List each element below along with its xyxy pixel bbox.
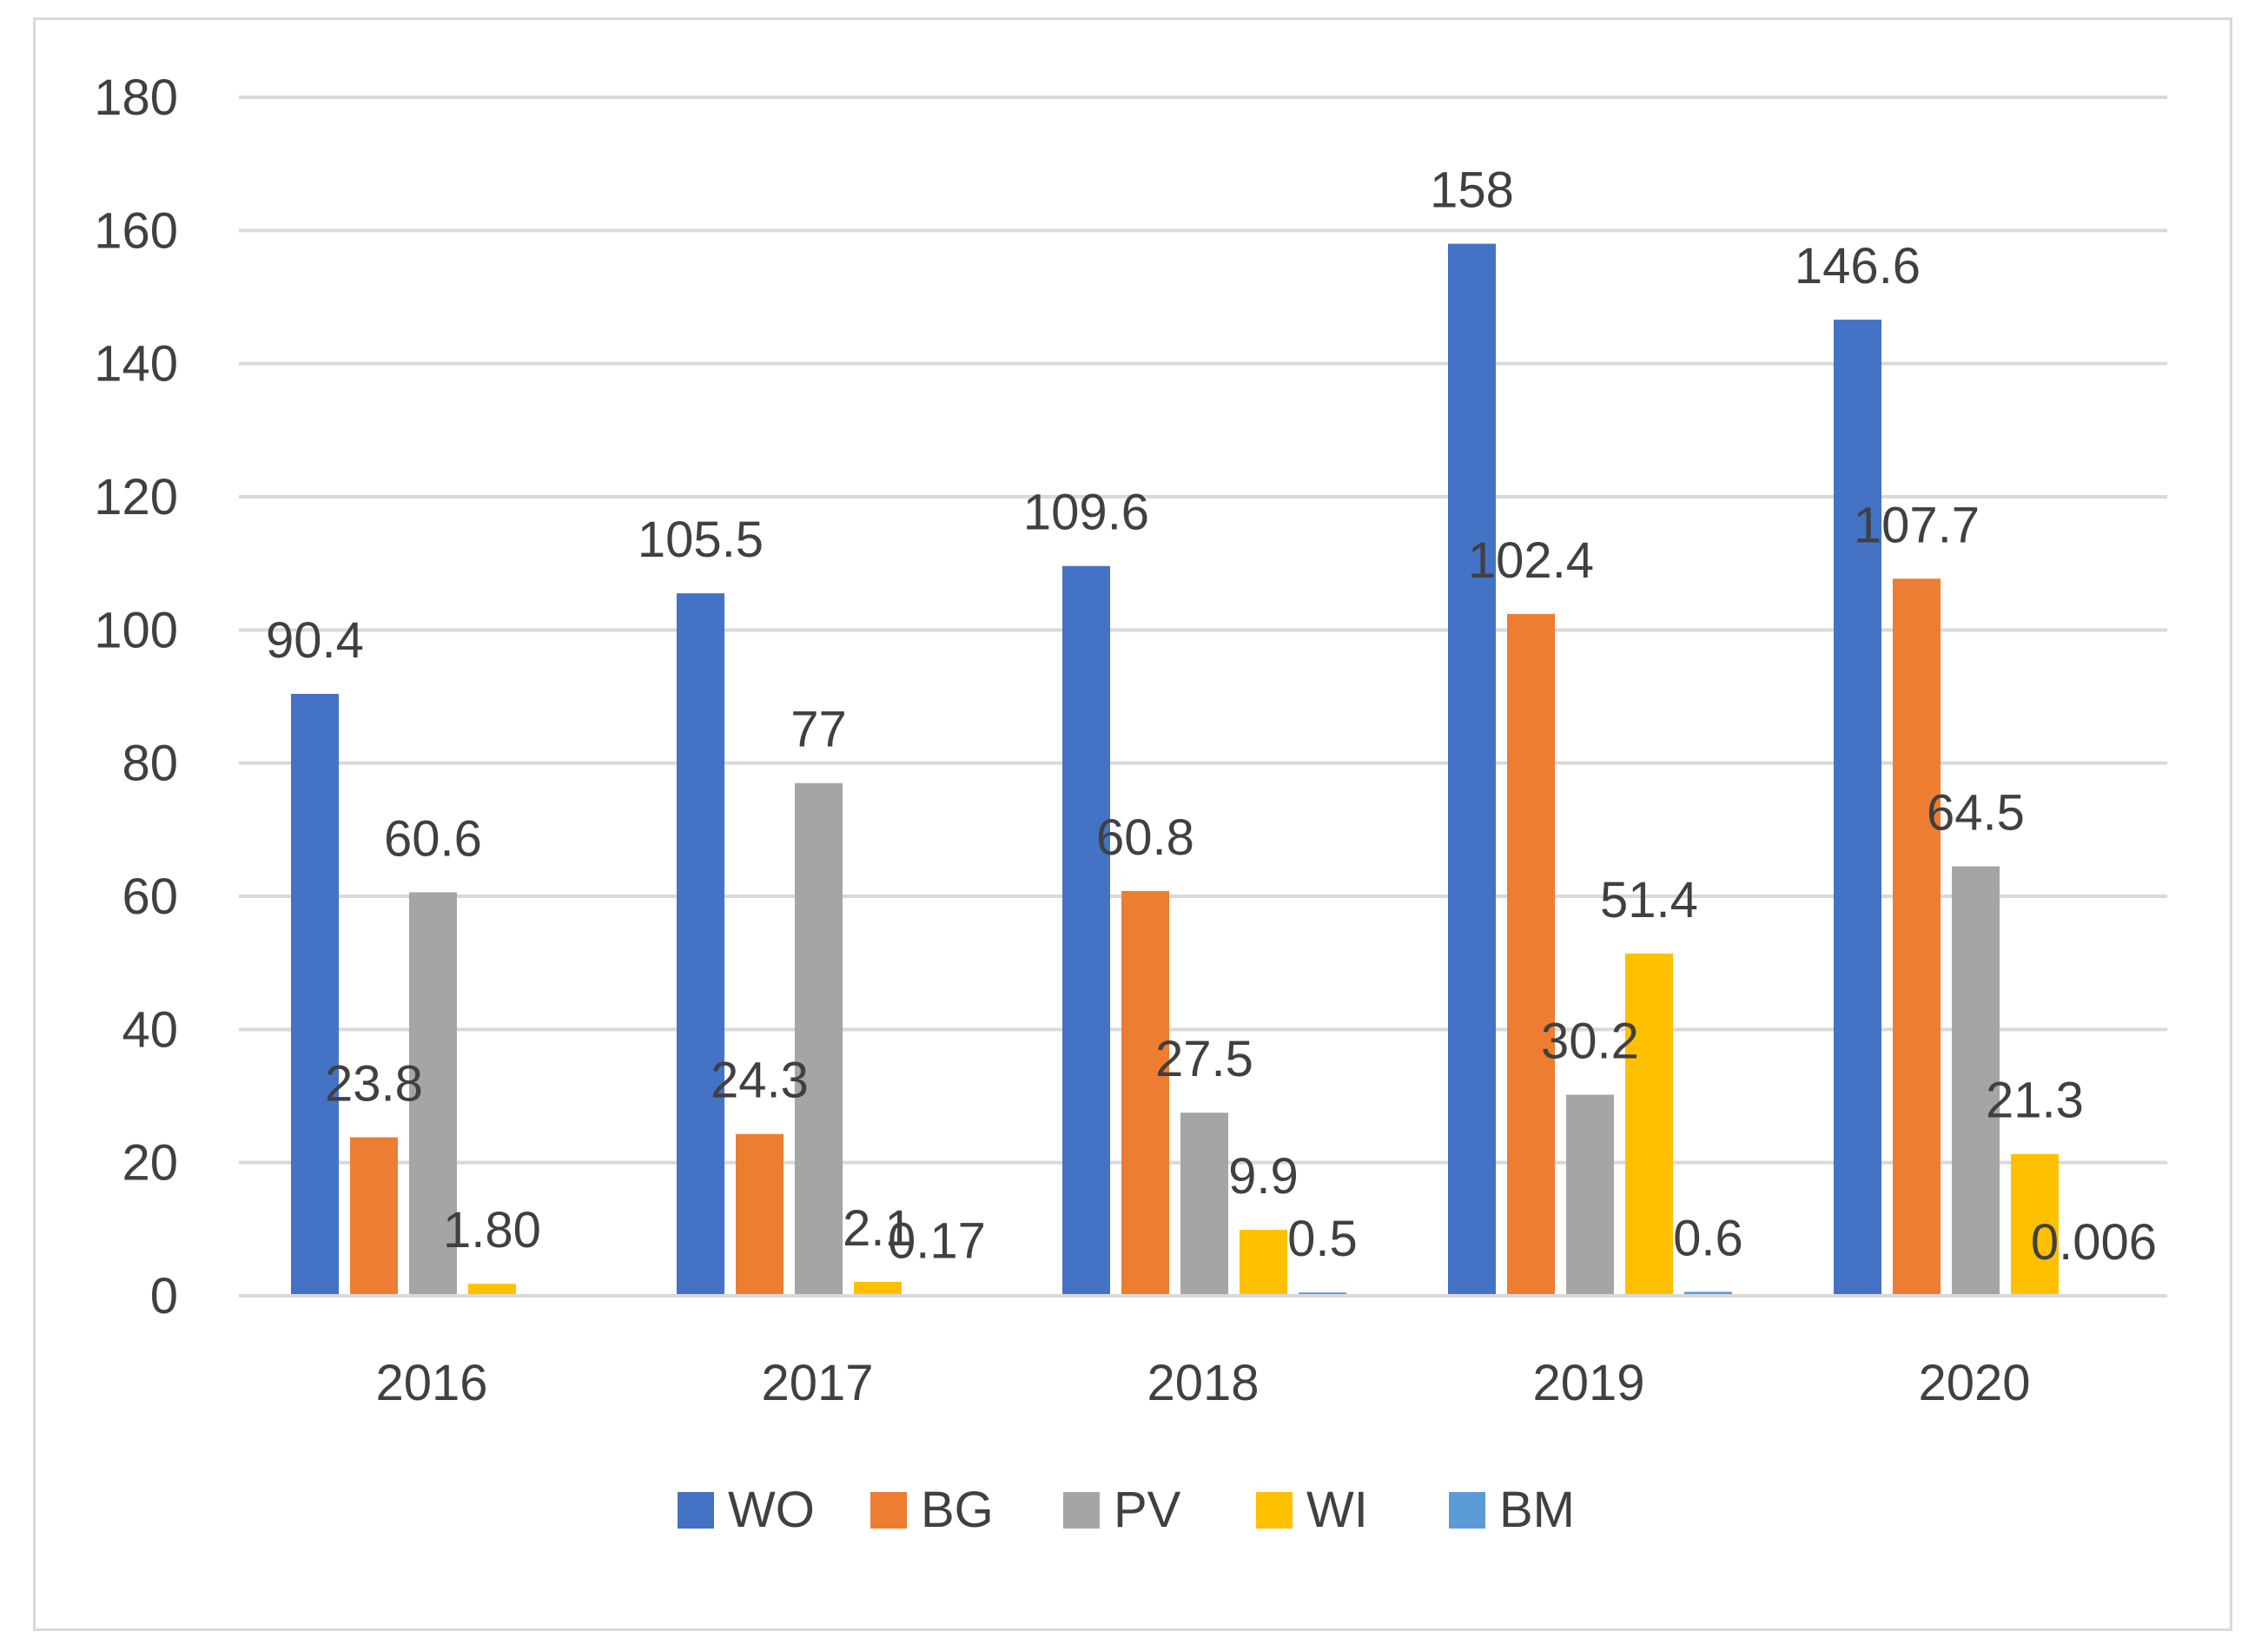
y-tick-label: 60: [122, 868, 178, 925]
bar-bg-2019: [1507, 613, 1555, 1296]
y-tick-label: 40: [122, 1001, 178, 1058]
y-tick-label: 80: [122, 736, 178, 792]
data-label-wi-2017: 2.1: [843, 1200, 913, 1257]
data-label-pv-2019: 30.2: [1541, 1013, 1639, 1069]
legend-swatch-bg: [870, 1492, 907, 1529]
y-tick-label: 120: [94, 469, 178, 525]
data-labels: 90.4 23.8 60.6 1.80 105.5 24.3 77 2.10.17 109.6 6…: [266, 162, 2157, 1271]
data-label-wi-2018: 9.9: [1228, 1148, 1299, 1205]
bar-wi-2020: [2011, 1153, 2059, 1296]
x-tick-label: 2017: [761, 1355, 873, 1411]
y-tick-label: 100: [94, 602, 178, 658]
bar-bg-2020: [1893, 578, 1941, 1296]
data-label-bm-2017: 0.17: [888, 1213, 986, 1270]
bar-bm-2019: [1684, 1291, 1732, 1296]
x-axis: 2016 2017 2018 2019 2020: [239, 1294, 2167, 1411]
bar-pv-2018: [1180, 1113, 1228, 1296]
data-label-wo-2016: 90.4: [266, 612, 364, 669]
legend-label-wi: WI: [1306, 1482, 1368, 1538]
data-label-bg-2019: 102.4: [1468, 532, 1594, 589]
bar-wo-2019: [1448, 243, 1496, 1297]
legend-swatch-pv: [1063, 1492, 1100, 1529]
bar-wo-2020: [1834, 320, 1881, 1297]
bar-wi-2016: [468, 1284, 516, 1296]
data-label-pv-2020: 64.5: [1927, 785, 2025, 842]
bar-wi-2019: [1625, 953, 1673, 1296]
y-tick-label: 180: [94, 69, 178, 126]
legend-swatch-wo: [678, 1492, 714, 1529]
legend-label-wo: WO: [728, 1482, 815, 1538]
data-label-wi-2020: 21.3: [1986, 1073, 2084, 1129]
data-label-bg-2018: 60.8: [1096, 809, 1194, 866]
data-label-wo-2020: 146.6: [1795, 238, 1921, 294]
x-tick-label: 2019: [1532, 1355, 1644, 1411]
bar-bg-2017: [736, 1133, 784, 1296]
data-label-wo-2017: 105.5: [638, 512, 764, 568]
data-label-bm-2020: 0.006: [2031, 1214, 2157, 1271]
y-axis: 0 20 40 60 80 100 120 140 160 180: [94, 69, 178, 1324]
data-label-bm-2018: 0.5: [1287, 1211, 1358, 1267]
y-tick-label: 160: [94, 202, 178, 259]
y-tick-label: 20: [122, 1135, 178, 1192]
data-label-wi-2019: 51.4: [1600, 872, 1698, 928]
bar-wo-2018: [1062, 565, 1110, 1296]
x-tick-label: 2018: [1147, 1355, 1259, 1411]
legend-label-pv: PV: [1114, 1482, 1181, 1538]
y-tick-label: 0: [150, 1268, 178, 1324]
bar-pv-2017: [795, 783, 843, 1296]
data-label-bg-2020: 107.7: [1854, 497, 1980, 553]
bar-wo-2016: [291, 693, 339, 1296]
data-label-wo-2018: 109.6: [1023, 485, 1149, 541]
legend-label-bg: BG: [921, 1482, 994, 1538]
data-label-bm-2019: 0.6: [1673, 1210, 1743, 1266]
data-label-pv-2017: 77: [790, 702, 847, 758]
data-label-bg-2016: 23.8: [325, 1056, 423, 1113]
bar-bg-2016: [350, 1137, 398, 1296]
legend: WO BG PV WI BM: [678, 1482, 1575, 1538]
bar-wi-2017: [854, 1281, 902, 1296]
data-label-pv-2018: 27.5: [1155, 1031, 1253, 1087]
y-tick-label: 140: [94, 336, 178, 393]
data-label-pv-2016: 60.6: [384, 810, 482, 867]
bar-bg-2018: [1121, 890, 1169, 1296]
bar-wo-2017: [677, 593, 724, 1296]
bar-pv-2016: [409, 892, 457, 1296]
data-label-bg-2017: 24.3: [711, 1053, 809, 1109]
bars: [291, 243, 2118, 1297]
legend-label-bm: BM: [1499, 1482, 1575, 1538]
bar-wi-2018: [1240, 1230, 1287, 1296]
data-label-wi-2016: 1.80: [443, 1202, 541, 1258]
x-tick-label: 2020: [1918, 1355, 2030, 1411]
x-tick-label: 2016: [375, 1355, 487, 1411]
legend-swatch-bm: [1449, 1492, 1485, 1529]
legend-swatch-wi: [1256, 1492, 1293, 1529]
bar-pv-2020: [1952, 866, 2000, 1296]
data-label-wo-2019: 158: [1430, 162, 1514, 219]
bar-pv-2019: [1566, 1094, 1614, 1296]
